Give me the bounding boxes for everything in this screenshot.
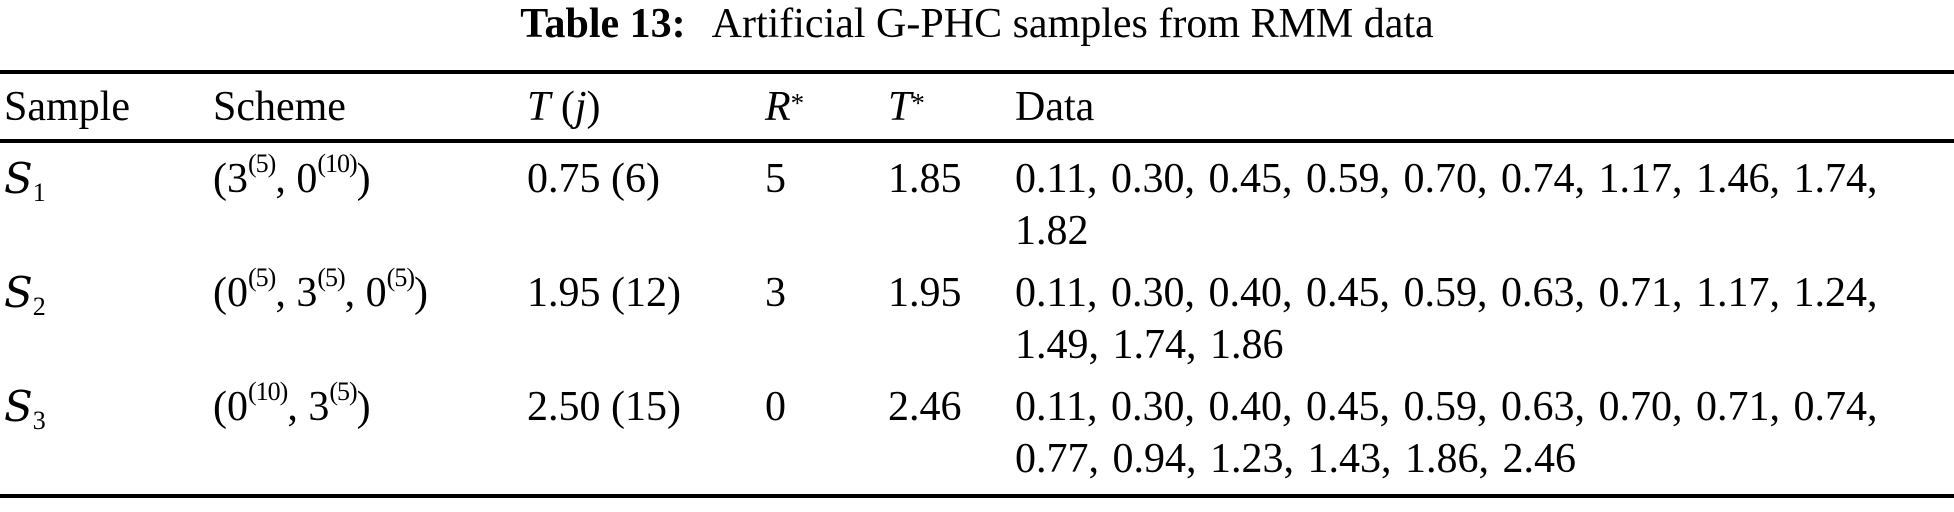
table-row-sample-2: S2 (0(5), 3(5), 0(5)) 1.95 (12) 3 1.95 0… — [0, 257, 1954, 371]
sample-cell: S1 — [0, 153, 213, 257]
header-sample: Sample — [4, 83, 130, 130]
table-header-row: Sample Scheme T (j) R* T* Data — [0, 74, 1954, 143]
scheme-superscript: (5) — [248, 149, 276, 178]
script-s-symbol: S — [4, 382, 33, 431]
table-row-sample-3: S3 (0(10), 3(5)) 2.50 (15) 0 2.46 0.11, … — [0, 371, 1954, 494]
data-line: 0.11, 0.30, 0.45, 0.59, 0.70, 0.74, 1.17… — [1015, 156, 1878, 202]
scheme-superscript: (10) — [317, 149, 357, 178]
data-line: 0.11, 0.30, 0.40, 0.45, 0.59, 0.63, 0.71… — [1015, 270, 1878, 316]
data-cell: 0.11, 0.30, 0.40, 0.45, 0.59, 0.63, 0.70… — [1015, 381, 1954, 485]
header-scheme: Scheme — [213, 83, 346, 130]
r-star-cell: 5 — [765, 156, 786, 202]
t-j-cell: 1.95 (12) — [527, 270, 681, 316]
script-s-symbol: S — [4, 268, 33, 317]
scheme-cell: (0(5), 3(5), 0(5)) — [213, 263, 428, 317]
header-t-j: T (j) — [527, 83, 601, 130]
sample-cell: S3 — [0, 381, 213, 485]
scheme-superscript: (5) — [317, 263, 345, 292]
t-j-cell: 2.50 (15) — [527, 384, 681, 430]
r-star-cell: 0 — [765, 384, 786, 430]
data-line: 1.82 — [1015, 208, 1089, 254]
scheme-superscript: (10) — [248, 377, 288, 406]
t-star-cell: 1.85 — [888, 156, 962, 202]
header-data: Data — [1015, 83, 1095, 130]
scheme-cell: (0(10), 3(5)) — [213, 377, 371, 431]
data-line: 0.77, 0.94, 1.23, 1.43, 1.86, 2.46 — [1015, 436, 1576, 482]
table-row-sample-1: S1 (3(5), 0(10)) 0.75 (6) 5 1.85 0.11, 0… — [0, 143, 1954, 257]
scheme-superscript: (5) — [386, 263, 415, 292]
header-r-star: R* — [765, 83, 805, 130]
data-cell: 0.11, 0.30, 0.40, 0.45, 0.59, 0.63, 0.71… — [1015, 267, 1954, 371]
r-star-cell: 3 — [765, 270, 786, 316]
data-cell: 0.11, 0.30, 0.45, 0.59, 0.70, 0.74, 1.17… — [1015, 153, 1954, 257]
scheme-superscript: (5) — [248, 263, 276, 292]
sample-cell: S2 — [0, 267, 213, 371]
data-table: Sample Scheme T (j) R* T* Data S1 (3(5),… — [0, 70, 1954, 498]
t-star-cell: 1.95 — [888, 270, 962, 316]
asterisk-superscript: * — [790, 87, 805, 118]
sample-subscript: 2 — [32, 292, 46, 321]
header-t-star: T* — [888, 83, 925, 130]
sample-subscript: 1 — [32, 178, 46, 207]
asterisk-superscript: * — [911, 87, 925, 118]
scheme-cell: (3(5), 0(10)) — [213, 149, 371, 203]
t-star-cell: 2.46 — [888, 384, 962, 430]
sample-subscript: 3 — [32, 406, 46, 435]
script-s-symbol: S — [4, 154, 33, 203]
scheme-superscript: (5) — [329, 377, 357, 406]
data-line: 1.49, 1.74, 1.86 — [1015, 322, 1284, 368]
table-caption-label: Table 13: — [520, 1, 686, 47]
table-caption: Table 13: Artificial G-PHC samples from R… — [0, 0, 1954, 70]
data-line: 0.11, 0.30, 0.40, 0.45, 0.59, 0.63, 0.70… — [1015, 384, 1878, 430]
t-j-cell: 0.75 (6) — [527, 156, 660, 202]
table-caption-text: Artificial G-PHC samples from RMM data — [711, 1, 1434, 47]
